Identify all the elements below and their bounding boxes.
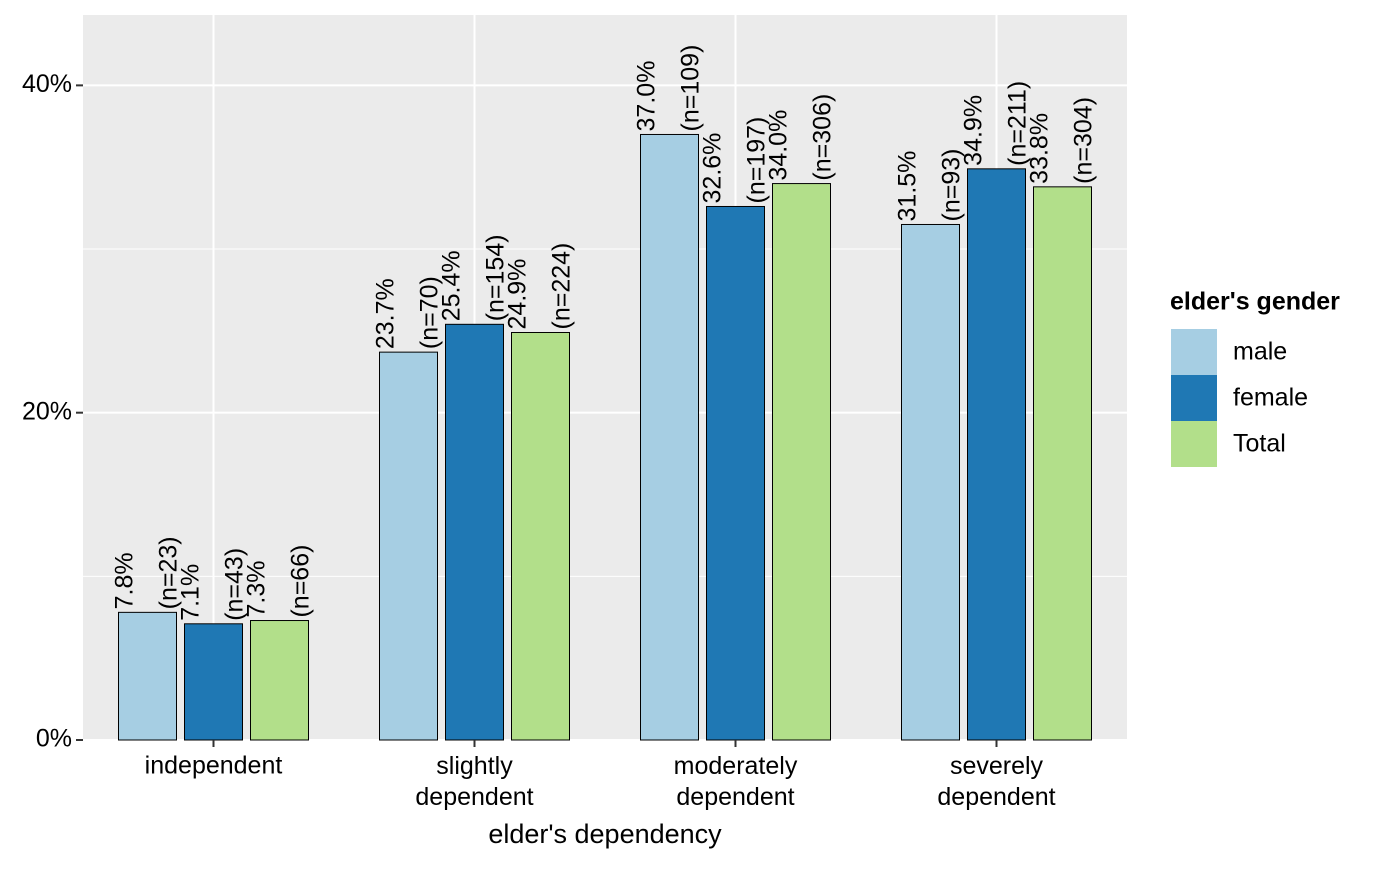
- value-label-group: 33.8% (n=304): [1025, 97, 1097, 184]
- value-label: 23.7% (n=70): [371, 276, 443, 349]
- bar: [901, 223, 960, 741]
- value-label-group: 31.5% (n=93): [893, 149, 965, 222]
- value-label-group: 7.8% (n=23): [110, 536, 182, 609]
- bar: [772, 183, 831, 741]
- y-tick-label: 20%: [22, 397, 72, 425]
- y-tick-label: 40%: [22, 70, 72, 98]
- legend-key: [1171, 375, 1217, 421]
- bar: [706, 205, 765, 741]
- value-label: 7.3% (n=66): [242, 545, 314, 618]
- value-label-group: 24.9% (n=224): [503, 243, 575, 330]
- value-label-group: 34.9% (n=211): [959, 81, 1031, 166]
- x-tick-label: severely dependent: [937, 752, 1055, 811]
- x-tick-label: independent: [145, 752, 283, 780]
- value-label: 34.0% (n=306): [764, 94, 836, 181]
- value-label-group: 37.0% (n=109): [632, 45, 704, 132]
- legend-title: elder's gender: [1170, 288, 1340, 316]
- bar: [379, 351, 438, 741]
- x-tick-label: slightly dependent: [415, 752, 533, 811]
- value-label: 37.0% (n=109): [632, 45, 704, 132]
- y-tick-label: 0%: [36, 725, 72, 753]
- value-label: 31.5% (n=93): [893, 149, 965, 222]
- value-label: 25.4% (n=154): [437, 234, 509, 321]
- value-label-group: 32.6% (n=197): [698, 117, 770, 204]
- x-tick-label: moderately dependent: [674, 752, 798, 811]
- value-label: 7.1% (n=43): [176, 548, 248, 621]
- legend-key: [1171, 421, 1217, 467]
- bar: [184, 623, 243, 741]
- value-label: 32.6% (n=197): [698, 117, 770, 204]
- legend-key: [1171, 329, 1217, 375]
- legend-label: Total: [1233, 430, 1286, 458]
- bar: [1033, 186, 1092, 741]
- legend-label: female: [1233, 384, 1308, 412]
- marks: 7.8% (n=23)7.1% (n=43)7.3% (n=66) 23.7% (n=70…: [110, 45, 1097, 741]
- value-label: 34.9% (n=211): [959, 81, 1031, 166]
- bar: [967, 168, 1026, 741]
- bar: [118, 611, 177, 741]
- legend-label: male: [1233, 338, 1287, 366]
- x-axis-title: elder's dependency: [488, 819, 722, 849]
- bar: [511, 331, 570, 741]
- value-label: 24.9% (n=224): [503, 243, 575, 330]
- bar: [640, 133, 699, 741]
- value-label-group: 25.4% (n=154): [437, 234, 509, 321]
- value-label-group: 34.0% (n=306): [764, 94, 836, 181]
- value-label: 7.8% (n=23): [110, 536, 182, 609]
- value-label-group: 23.7% (n=70): [371, 276, 443, 349]
- value-label-group: 7.3% (n=66): [242, 545, 314, 618]
- bar: [250, 620, 309, 741]
- value-label: 33.8% (n=304): [1025, 97, 1097, 184]
- value-label-group: 7.1% (n=43): [176, 548, 248, 621]
- bar: [445, 323, 504, 741]
